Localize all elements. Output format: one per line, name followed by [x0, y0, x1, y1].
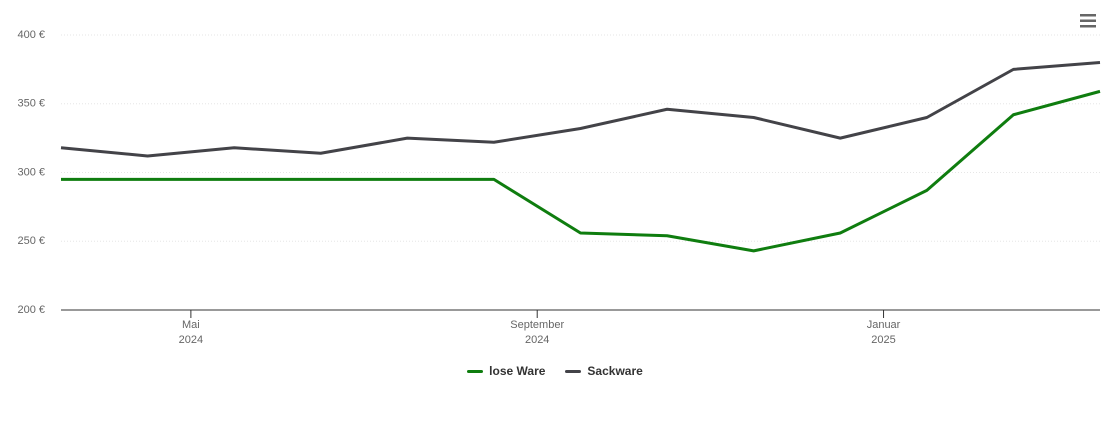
- menu-bar: [1080, 25, 1096, 28]
- legend-label: Sackware: [587, 364, 643, 378]
- x-tick-label: September 2024: [510, 319, 565, 346]
- y-tick-label: 250 €: [17, 235, 45, 247]
- y-tick-label: 200 €: [17, 304, 45, 316]
- legend-swatch: [565, 369, 582, 373]
- x-tick-label: Mai 2024: [178, 319, 204, 346]
- legend-item[interactable]: Sackware: [565, 364, 643, 378]
- series-line: [61, 89, 1101, 253]
- legend-item[interactable]: lose Ware: [467, 364, 545, 378]
- y-tick-label: 300 €: [17, 166, 45, 178]
- x-tick-label: Januar 2025: [866, 319, 901, 346]
- legend-label: lose Ware: [489, 364, 546, 378]
- series-line: [60, 61, 1101, 158]
- legend-swatch: [467, 369, 484, 373]
- y-tick-label: 350 €: [17, 98, 45, 110]
- menu-bar: [1080, 19, 1096, 22]
- menu-bar: [1080, 14, 1096, 17]
- y-tick-label: 400 €: [17, 29, 45, 41]
- menu-icon[interactable]: [1080, 14, 1096, 28]
- legend: lose Ware Sackware: [0, 364, 1110, 378]
